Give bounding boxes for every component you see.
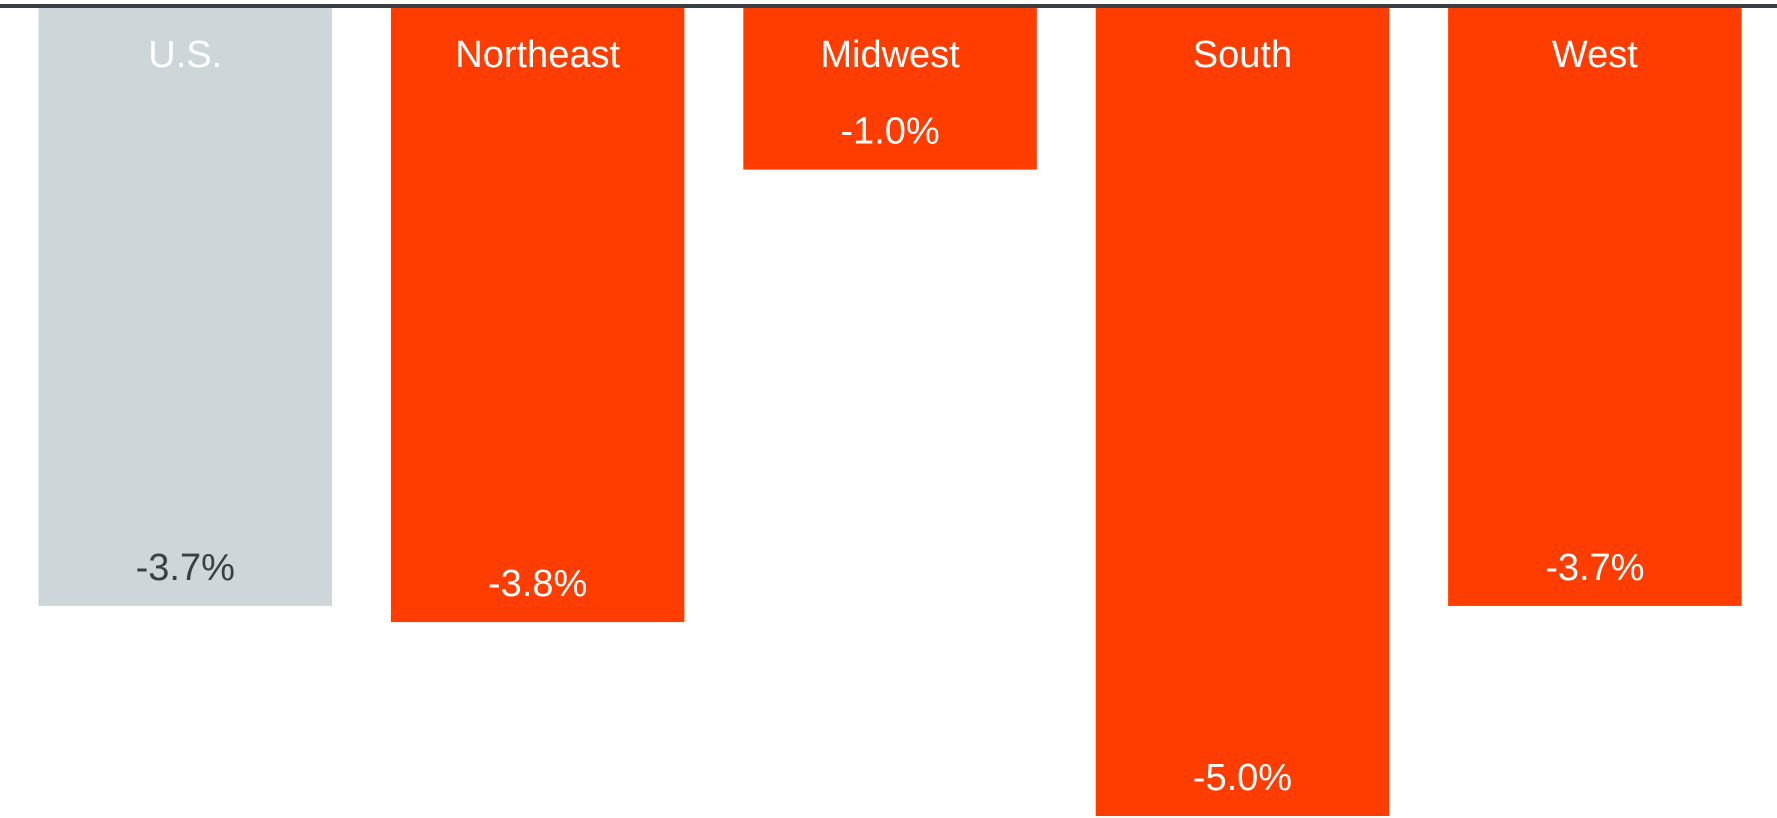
value-label: -1.0% (840, 111, 939, 153)
value-label: -3.8% (488, 563, 587, 605)
value-label: -3.7% (136, 547, 235, 589)
value-label: -5.0% (1193, 757, 1292, 799)
bar (1448, 8, 1742, 606)
bar (38, 8, 332, 606)
bar (743, 8, 1037, 170)
category-label: Midwest (820, 34, 960, 76)
category-label: South (1193, 34, 1292, 76)
bar (390, 8, 685, 623)
category-label: Northeast (455, 34, 620, 76)
category-label: U.S. (148, 34, 222, 76)
category-label: West (1552, 34, 1638, 76)
value-label: -3.7% (1545, 547, 1644, 589)
bar (1095, 8, 1390, 816)
